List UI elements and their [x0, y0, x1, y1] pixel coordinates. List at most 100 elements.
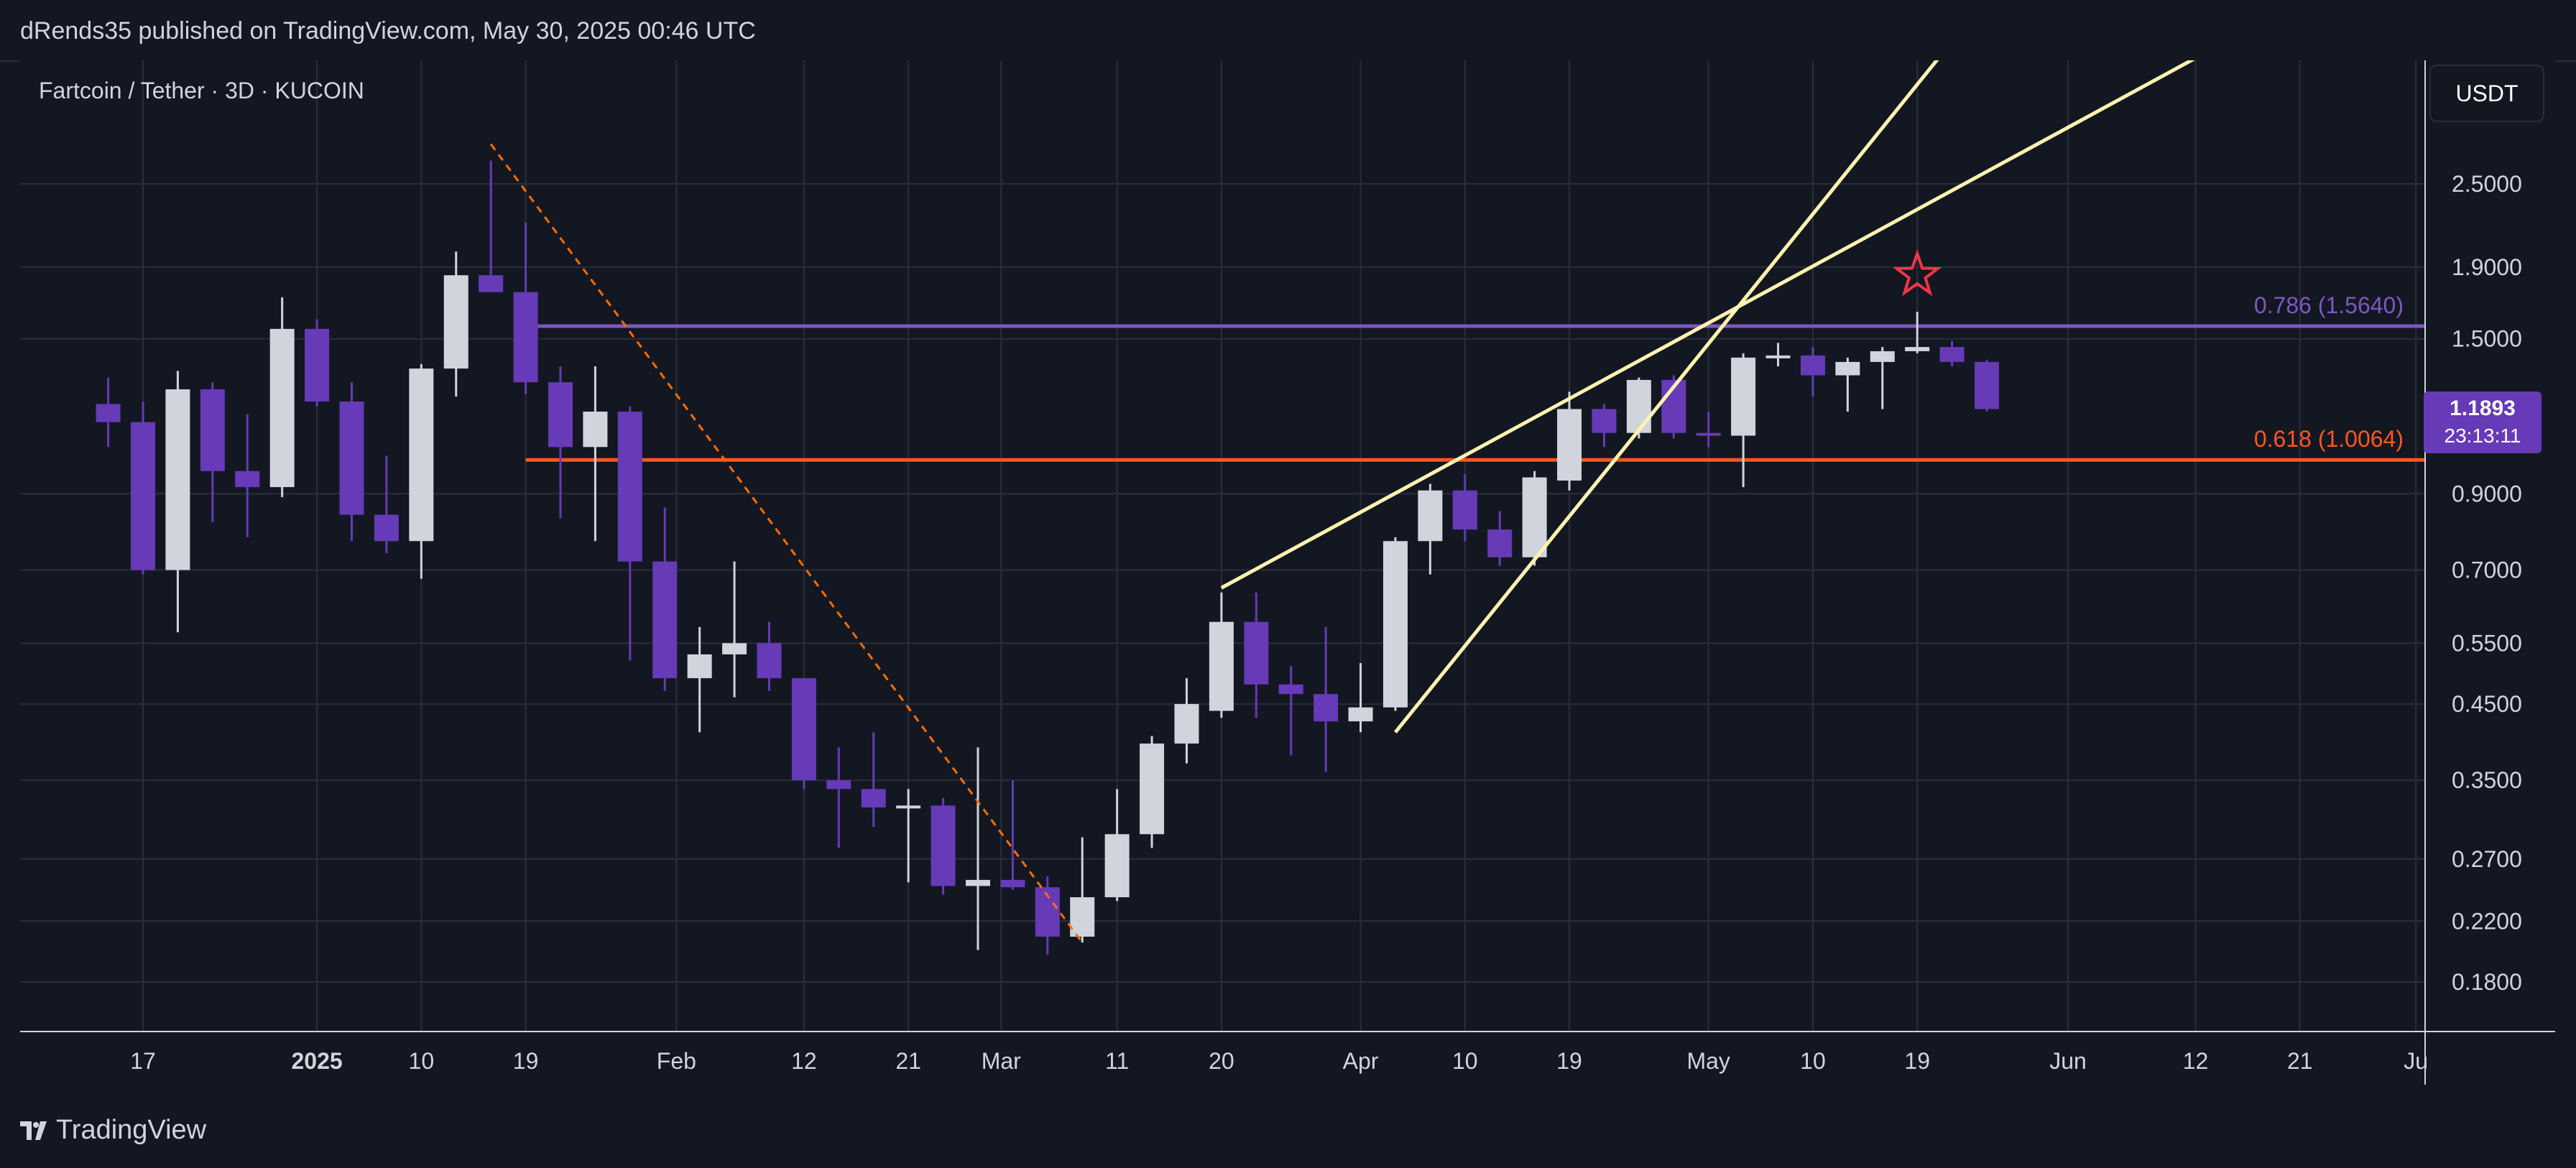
candles: [96, 160, 2000, 955]
axes: 2.5000 1.9000 1.5000 0.9000 0.7000 0.5500 0.45…: [20, 60, 2555, 1085]
candle-body: [1905, 347, 1930, 351]
candle-body: [1800, 355, 1825, 376]
publish-info: dRends35 published on TradingView.com, M…: [20, 17, 756, 45]
x-tick-label: May: [1686, 1048, 1730, 1074]
x-tick-label: 10: [1452, 1048, 1478, 1074]
candle-body: [1696, 432, 1721, 436]
last-price-tag: 1.1893 23:13:11: [2424, 391, 2542, 453]
x-tick-label: Feb: [657, 1048, 696, 1074]
candle-body: [1418, 490, 1443, 542]
candle-body: [1557, 409, 1582, 481]
candle-body: [235, 471, 260, 488]
x-tick-label: 2025: [291, 1048, 342, 1074]
bar-countdown: 23:13:11: [2444, 425, 2521, 447]
chart-frame: [20, 60, 2555, 1121]
star-icon: [1892, 249, 1942, 297]
y-tick-label: 0.9000: [2452, 481, 2522, 506]
y-tick-label: 2.5000: [2452, 171, 2522, 197]
candle-body: [1278, 684, 1303, 695]
candle-body: [1452, 490, 1477, 530]
tradingview-logo-text: TradingView: [56, 1115, 207, 1145]
candle-body: [791, 678, 816, 781]
y-tick-label: 0.2700: [2452, 846, 2522, 872]
candle-body: [1140, 743, 1165, 835]
tradingview-logo-icon: [20, 1121, 47, 1140]
y-tick-label: 0.3500: [2452, 767, 2522, 793]
footer-bar: [0, 1098, 2576, 1168]
y-tick-label: 1.9000: [2452, 254, 2522, 280]
x-tick-label: 12: [2183, 1048, 2209, 1074]
candle-body: [1975, 361, 2000, 409]
candle-body: [931, 805, 956, 886]
candle-body: [1314, 694, 1339, 722]
x-tick-label: 11: [1105, 1048, 1129, 1074]
x-tick-label: Ju: [2404, 1048, 2428, 1074]
x-tick-label: Mar: [982, 1048, 1021, 1074]
candle-body: [1522, 477, 1547, 557]
candle-body: [1626, 379, 1651, 433]
candle-body: [1104, 834, 1130, 898]
candle-body: [583, 412, 608, 448]
dashed-trend-line: [489, 143, 1084, 943]
fib-level-label: 0.786 (1.5640): [2254, 292, 2404, 318]
x-tick-label: 12: [791, 1048, 817, 1074]
top-bar: dRends35 published on TradingView.com, M…: [0, 0, 2576, 62]
candle-body: [1731, 357, 1756, 436]
candle-body: [96, 404, 121, 422]
candle-body: [1765, 355, 1791, 358]
candle-body: [1382, 541, 1408, 708]
fib-level-label: 0.618 (1.0064): [2254, 426, 2404, 452]
fib-levels: [525, 324, 2425, 462]
candle-body: [1348, 707, 1373, 722]
candle-body: [409, 369, 434, 542]
candle-body: [652, 561, 678, 679]
candle-body: [826, 780, 851, 789]
x-tick-label: 21: [895, 1048, 921, 1074]
candle-body: [165, 389, 190, 570]
candle-body: [513, 292, 538, 383]
currency-button[interactable]: USDT: [2429, 65, 2544, 122]
candle-body: [687, 654, 712, 679]
x-tick-label: 20: [1209, 1048, 1234, 1074]
candle-body: [896, 805, 921, 809]
x-tick-label: 21: [2287, 1048, 2313, 1074]
candle-body: [722, 643, 747, 654]
x-tick-label: 19: [1904, 1048, 1930, 1074]
y-tick-label: 0.5500: [2452, 630, 2522, 656]
x-tick-label: Jun: [2049, 1048, 2087, 1074]
candle-body: [1870, 351, 1895, 362]
candle-body: [617, 412, 642, 562]
candle-body: [269, 328, 295, 488]
candle-body: [1244, 621, 1269, 685]
symbol-title: Fartcoin / Tether · 3D · KUCOIN: [39, 78, 364, 103]
candle-body: [200, 389, 225, 471]
candle-body: [1487, 529, 1513, 557]
y-tick-label: 0.2200: [2452, 908, 2522, 934]
candle-body: [479, 275, 504, 292]
drawings: [489, 60, 2195, 943]
y-tick-label: 0.4500: [2452, 691, 2522, 717]
candle-body: [965, 879, 990, 886]
candle-body: [131, 422, 155, 570]
candle-body: [1939, 347, 1965, 362]
candle-body: [1592, 409, 1617, 433]
candle-body: [305, 328, 330, 402]
x-tick-label: Apr: [1343, 1048, 1379, 1074]
x-tick-label: 19: [1556, 1048, 1582, 1074]
y-tick-label: 0.7000: [2452, 557, 2522, 583]
grid-lines: [20, 60, 2425, 1032]
candle-body: [374, 514, 399, 542]
candle-body: [757, 643, 782, 679]
y-tick-label: 0.1800: [2452, 969, 2522, 995]
candle-body: [443, 275, 468, 369]
tradingview-logo[interactable]: TradingView: [20, 1115, 206, 1146]
x-tick-label: 10: [409, 1048, 435, 1074]
x-tick-label: 17: [130, 1048, 156, 1074]
x-tick-label: 19: [513, 1048, 539, 1074]
x-tick-label: 10: [1800, 1048, 1826, 1074]
candle-body: [1000, 879, 1025, 888]
trend-line: [1394, 60, 1939, 733]
last-price: 1.1893: [2450, 397, 2516, 420]
candle-body: [1070, 897, 1095, 937]
